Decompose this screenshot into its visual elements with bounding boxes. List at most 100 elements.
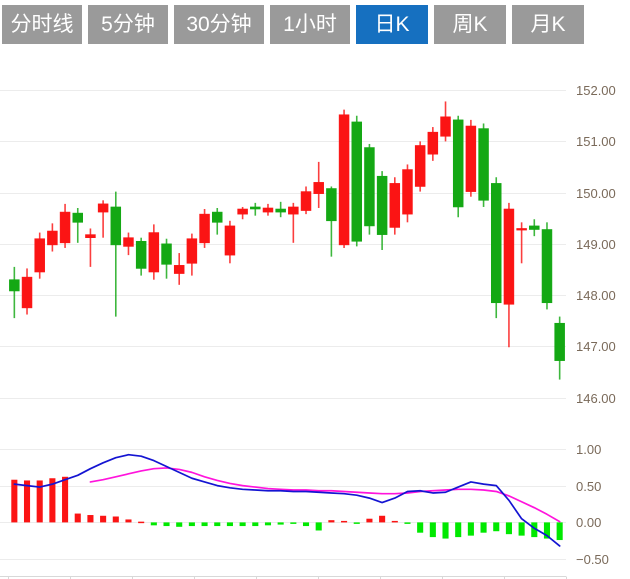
candle — [503, 202, 515, 348]
candle-body — [440, 116, 451, 137]
candle-body — [427, 131, 439, 155]
candle — [541, 222, 553, 310]
candle-body — [338, 114, 350, 246]
candle — [427, 127, 439, 161]
candle-body — [529, 225, 540, 230]
candle — [288, 202, 299, 243]
price-axis-label: 152.00 — [576, 83, 616, 98]
candle — [186, 233, 198, 276]
macd-gridlines: 1.00 0.50 0.00 −0.50 — [0, 442, 609, 567]
candle — [326, 186, 337, 257]
macd-histogram-bar — [214, 522, 221, 527]
timeframe-tab-bar: 分时线 5分钟 30分钟 1小时 日K 周K 月K — [0, 0, 630, 48]
candle-body — [300, 191, 312, 211]
macd-histogram-bar — [366, 518, 373, 523]
tab-dayk[interactable]: 日K — [356, 5, 428, 44]
tab-5min[interactable]: 5分钟 — [88, 5, 168, 44]
macd-histogram-bar — [531, 522, 538, 538]
candle — [148, 224, 160, 280]
candle-body — [237, 208, 248, 215]
macd-histogram-bar — [315, 522, 322, 531]
candle — [389, 177, 401, 235]
macd-histogram-bar — [87, 515, 94, 523]
candle-body — [389, 183, 401, 228]
candle — [85, 228, 96, 267]
candle — [376, 171, 388, 250]
macd-dif-line — [13, 453, 561, 547]
macd-axis-label: −0.50 — [576, 552, 609, 567]
candle — [212, 207, 223, 235]
macd-histogram-bar — [404, 522, 411, 524]
tab-label: 日K — [374, 13, 410, 36]
macd-histogram-bar — [23, 480, 31, 523]
candle — [440, 101, 451, 142]
candle-body — [148, 232, 160, 273]
tab-weekk[interactable]: 周K — [434, 5, 506, 44]
candle-body — [326, 188, 337, 222]
candle — [465, 119, 477, 197]
tab-label: 分时线 — [10, 13, 74, 36]
price-axis-label: 151.00 — [576, 134, 616, 149]
candle — [47, 223, 58, 252]
candle-body — [313, 182, 324, 194]
tab-monthk[interactable]: 月K — [512, 5, 584, 44]
price-axis-label: 149.00 — [576, 237, 616, 252]
candle-body — [503, 208, 515, 305]
tab-label: 月K — [530, 13, 566, 36]
macd-histogram-bar — [467, 522, 474, 536]
chart-svg[interactable]: 152.00 151.00 150.00 149.00 148.00 147.00 146.… — [0, 48, 630, 579]
candle-body — [452, 119, 464, 208]
candle — [338, 109, 350, 248]
candle — [402, 164, 413, 223]
candle-body — [135, 240, 147, 269]
macd-histogram-bar — [493, 522, 500, 532]
price-axis-label: 150.00 — [576, 186, 616, 201]
macd-histogram-bar — [353, 522, 360, 524]
chart-area[interactable]: 152.00 151.00 150.00 149.00 148.00 147.00 146.… — [0, 48, 630, 579]
candle-body — [97, 203, 109, 213]
candle — [135, 237, 147, 276]
macd-histogram-bar — [163, 522, 170, 527]
candle — [250, 202, 261, 216]
macd-histogram-bar — [36, 480, 43, 523]
macd-histogram-bar — [100, 515, 107, 523]
candle — [72, 207, 83, 243]
candle-body — [224, 225, 236, 256]
candle-body — [262, 207, 274, 213]
tab-timeline[interactable]: 分时线 — [2, 5, 82, 44]
candle-body — [21, 276, 33, 309]
candle-body — [402, 169, 413, 215]
candle-body — [173, 265, 185, 274]
tab-label: 5分钟 — [101, 13, 155, 36]
candle-body — [275, 208, 286, 213]
macd-histogram-bar — [505, 522, 512, 535]
price-axis-label: 146.00 — [576, 391, 616, 406]
candle-body — [212, 211, 223, 223]
candle — [110, 191, 122, 317]
price-axis-label: 148.00 — [576, 288, 616, 303]
candle — [529, 219, 540, 237]
candle-body — [161, 243, 172, 265]
macd-histogram-bar — [277, 522, 284, 525]
candle — [9, 266, 20, 319]
macd-histogram-bar — [328, 520, 335, 523]
tab-30min[interactable]: 30分钟 — [174, 5, 264, 44]
macd-histogram-bar — [74, 513, 81, 523]
macd-histogram — [11, 476, 563, 541]
candle — [554, 316, 565, 380]
candle — [364, 143, 375, 235]
candle — [224, 220, 236, 264]
candle — [173, 253, 185, 285]
candle — [313, 161, 324, 208]
candle-body — [199, 213, 210, 244]
candle — [34, 232, 45, 279]
price-axis-label: 147.00 — [576, 339, 616, 354]
macd-histogram-bar — [518, 522, 525, 536]
tab-1hour[interactable]: 1小时 — [270, 5, 350, 44]
candle — [123, 232, 134, 256]
candle — [59, 203, 71, 248]
macd-histogram-bar — [226, 522, 233, 527]
macd-histogram-bar — [252, 522, 259, 527]
candle-body — [414, 145, 426, 187]
